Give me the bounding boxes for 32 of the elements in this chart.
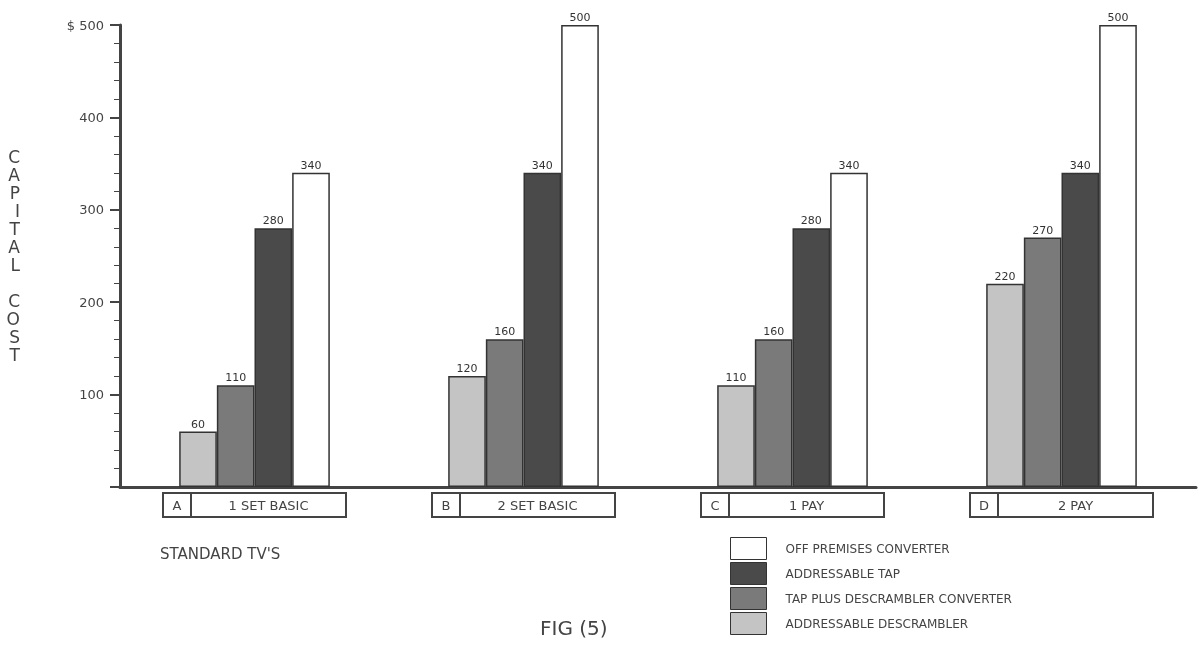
text: CAPITAL COST — [6, 147, 20, 365]
data-label: 60 — [191, 417, 206, 431]
text: STANDARD TV'S — [160, 544, 281, 563]
category-label: D 2 PAY — [978, 497, 1094, 513]
y-tick-label: 400 — [79, 109, 104, 125]
text: FIG (5) — [540, 616, 608, 640]
data-label: 110 — [725, 371, 747, 385]
category-label: B 2 SET BASIC — [441, 497, 578, 513]
data-label: 280 — [800, 214, 822, 228]
data-label: 160 — [494, 325, 516, 339]
data-label: 340 — [1069, 158, 1091, 172]
data-label: 110 — [225, 371, 247, 385]
legend-label: ADDRESSABLE TAP — [785, 566, 900, 581]
y-tick-label: 200 — [79, 294, 104, 310]
y-tick-label: $ 500 — [66, 17, 104, 33]
data-label: 270 — [1032, 223, 1054, 237]
data-label: 340 — [838, 158, 860, 172]
data-label: 160 — [763, 325, 785, 339]
data-label: 500 — [569, 11, 591, 24]
legend-label: OFF PREMISES CONVERTER — [785, 541, 950, 556]
data-label: 280 — [262, 214, 284, 228]
y-tick-label: 300 — [79, 202, 104, 218]
data-label: 340 — [531, 158, 553, 172]
data-label: 340 — [300, 158, 322, 172]
category-label: C 1 PAY — [710, 497, 825, 513]
y-tick-label: 100 — [79, 387, 104, 403]
data-label: 220 — [994, 269, 1016, 283]
data-label: 500 — [1107, 11, 1129, 24]
data-label: 120 — [456, 362, 478, 376]
legend-label: TAP PLUS DESCRAMBLER CONVERTER — [784, 591, 1012, 606]
category-label: A 1 SET BASIC — [172, 497, 309, 513]
legend-label: ADDRESSABLE DESCRAMBLER — [785, 616, 969, 631]
